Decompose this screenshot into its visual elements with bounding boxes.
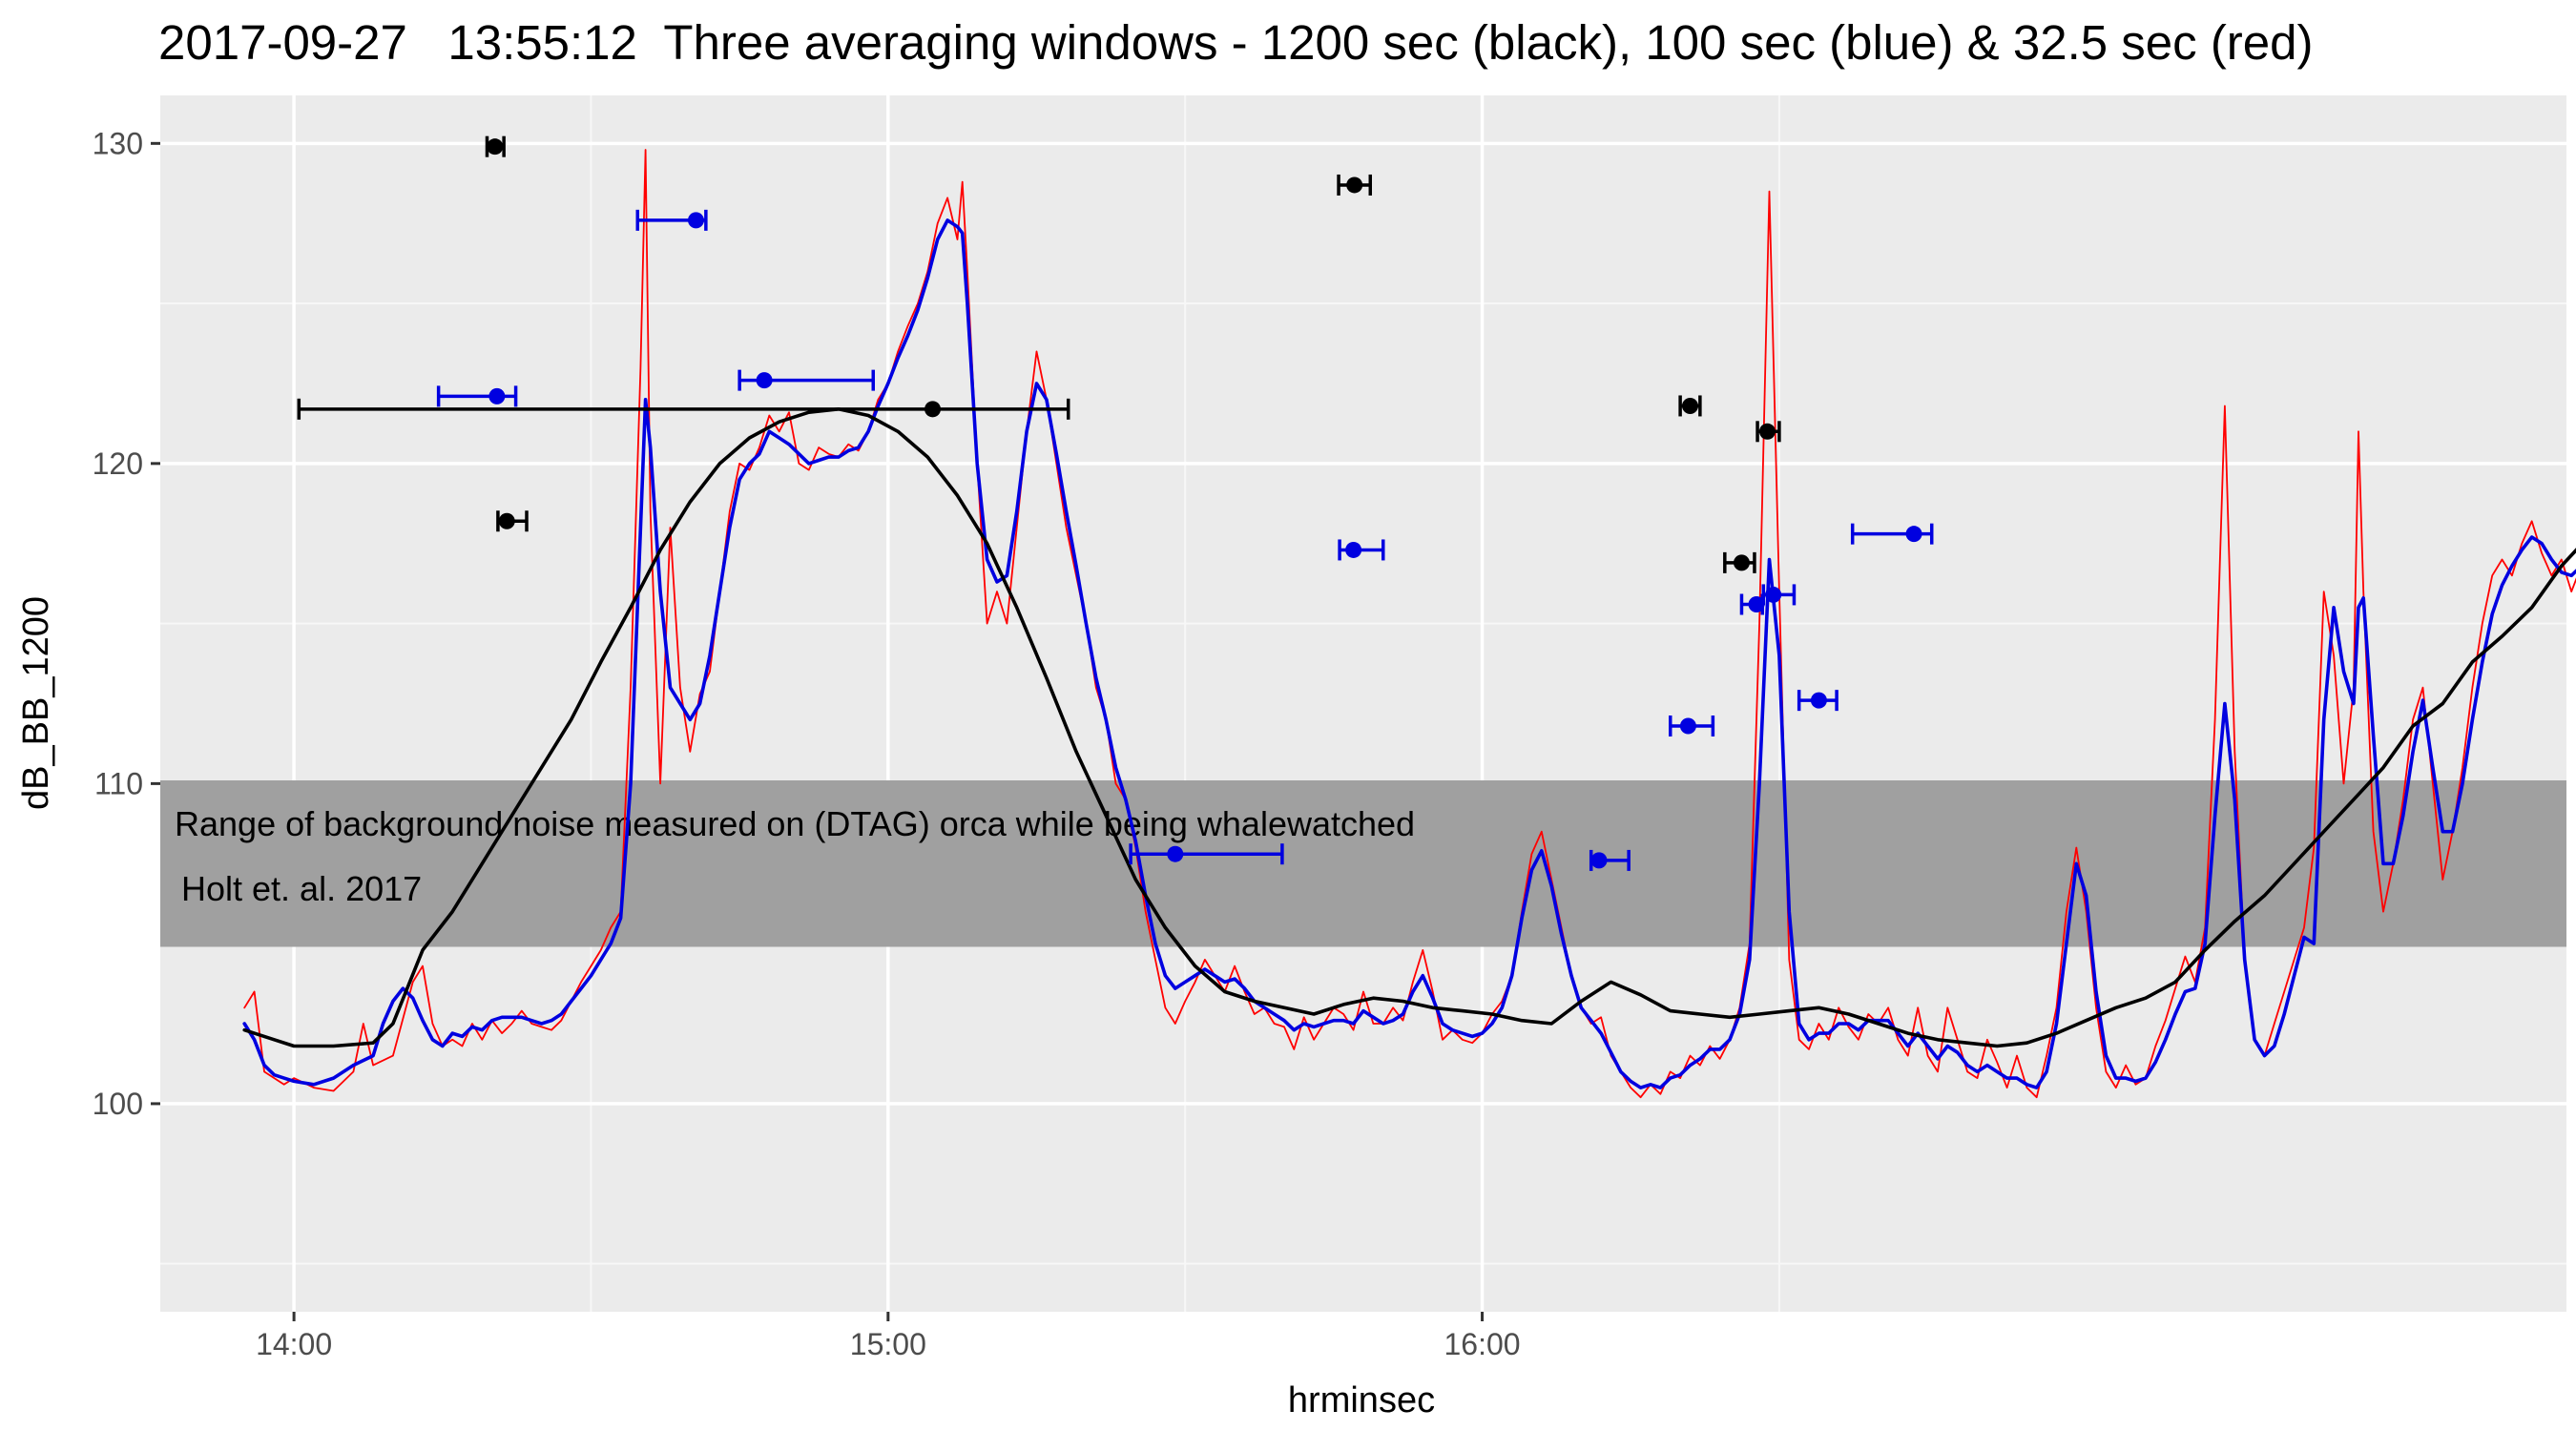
- y-tick-label: 130: [93, 126, 143, 160]
- y-tick-label: 100: [93, 1087, 143, 1121]
- error-bar: [737, 369, 876, 391]
- error-bar-point: [756, 372, 773, 389]
- error-bar: [1723, 551, 1756, 573]
- error-bar: [1761, 584, 1797, 606]
- error-bar-point: [687, 212, 704, 229]
- x-axis-title: hrminsec: [1288, 1380, 1435, 1421]
- chart-title: 2017-09-27 13:55:12 Three averaging wind…: [158, 15, 2314, 70]
- error-bar: [485, 135, 506, 157]
- error-bar: [1129, 843, 1284, 865]
- error-bar: [1668, 715, 1715, 736]
- error-bar: [1755, 421, 1781, 443]
- error-bar: [436, 385, 518, 407]
- error-bar: [1739, 593, 1765, 615]
- error-bar-point: [1748, 595, 1765, 612]
- error-bar: [496, 510, 529, 532]
- plot-background: [160, 95, 2566, 1312]
- y-axis-title: dB_BB_1200: [16, 596, 56, 810]
- error-bar: [1337, 174, 1373, 196]
- error-bar-point: [1905, 526, 1922, 543]
- y-tick-label: 110: [94, 766, 143, 800]
- error-bar-point: [1346, 176, 1363, 194]
- y-axis: 100 110 120 130: [93, 126, 160, 1121]
- series-line-32-5-sec: [243, 149, 2576, 1099]
- error-bar-point: [924, 401, 942, 418]
- error-bar-point: [1810, 692, 1827, 709]
- error-bar-point: [488, 387, 506, 404]
- error-bar: [635, 209, 708, 231]
- error-bar: [1850, 523, 1934, 545]
- series-line-100-sec: [242, 218, 2576, 1089]
- band-annotation-line-2: Holt et. al. 2017: [181, 869, 422, 908]
- x-tick-label: 14:00: [256, 1327, 332, 1361]
- error-bar-point: [498, 512, 515, 529]
- x-axis: 14:00 15:00 16:00: [256, 1312, 1521, 1361]
- error-bar-point: [487, 138, 504, 156]
- x-tick-label: 15:00: [850, 1327, 926, 1361]
- series-layer: [242, 149, 2576, 1099]
- error-bar-point: [1679, 717, 1696, 735]
- error-bar: [1678, 395, 1702, 417]
- error-bar-point: [1733, 554, 1750, 571]
- plot-panel: Range of background noise measured on (D…: [160, 95, 2576, 1312]
- error-bars: [297, 135, 1934, 871]
- error-bar: [297, 398, 1070, 420]
- error-bar: [1797, 690, 1839, 712]
- band-annotation-line-1: Range of background noise measured on (D…: [175, 804, 1415, 843]
- error-bar-point: [1765, 586, 1782, 603]
- y-tick-label: 120: [93, 446, 143, 481]
- series-line-1200-sec: [242, 407, 2576, 1048]
- error-bar-point: [1681, 397, 1698, 414]
- error-bar-point: [1167, 845, 1184, 862]
- error-bar: [1589, 849, 1631, 871]
- band-rect: [160, 780, 2566, 947]
- error-bar-point: [1590, 852, 1608, 869]
- x-tick-label: 16:00: [1444, 1327, 1521, 1361]
- error-bar-point: [1345, 541, 1362, 558]
- background-noise-band: Range of background noise measured on (D…: [160, 780, 2566, 947]
- error-bar: [1338, 539, 1385, 561]
- error-bar-point: [1758, 423, 1776, 440]
